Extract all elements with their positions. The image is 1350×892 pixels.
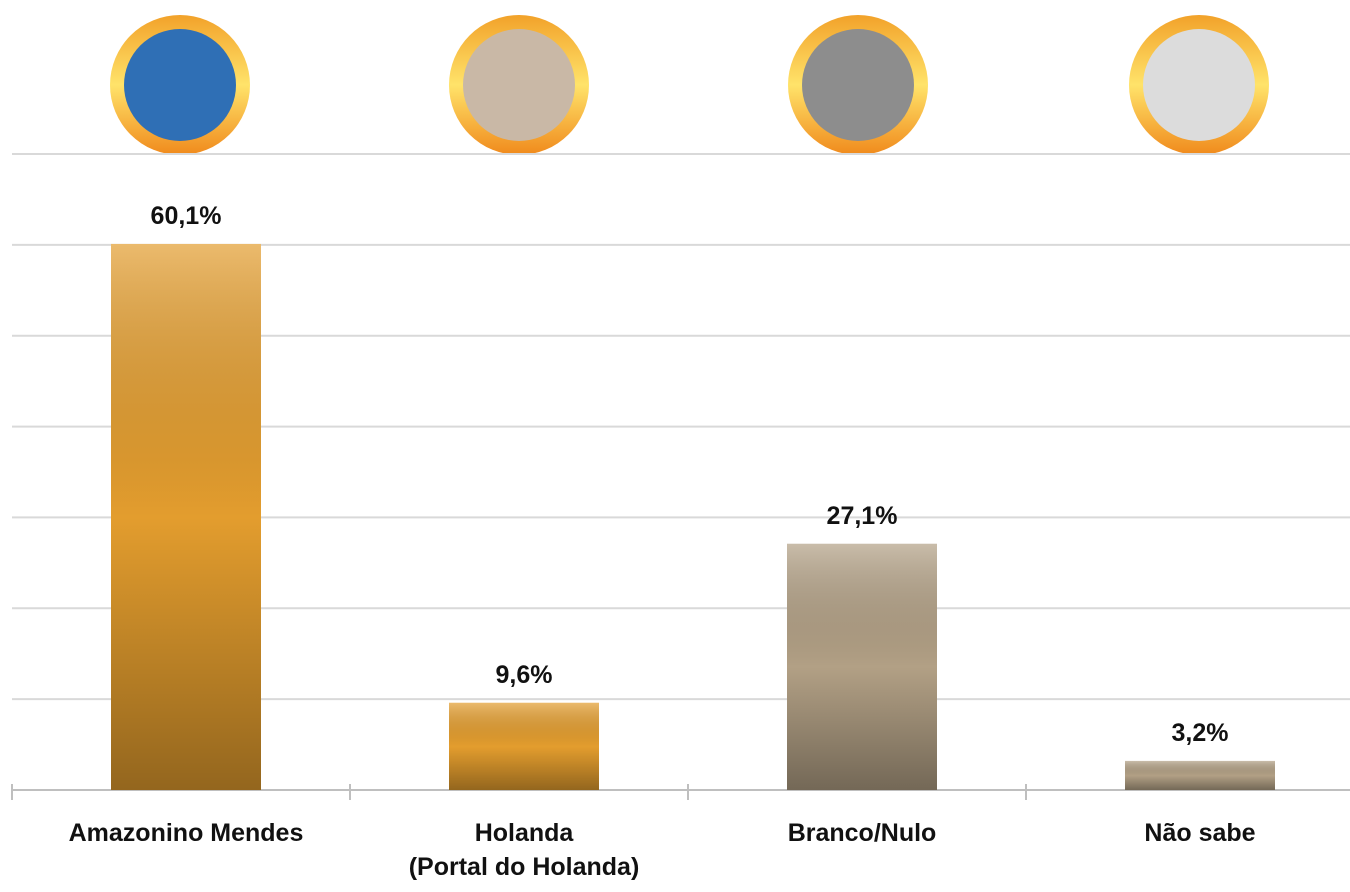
bar-shade	[787, 543, 937, 790]
value-label: 3,2%	[1172, 719, 1229, 747]
x-tick-label: Não sabe	[1144, 819, 1256, 847]
bar-shade	[1125, 760, 1275, 790]
icon-photo	[124, 29, 236, 141]
x-tick-label: Amazonino Mendes	[68, 819, 304, 847]
icon-photo	[463, 29, 575, 141]
value-label: 60,1%	[151, 202, 222, 230]
value-label: 27,1%	[827, 502, 898, 530]
value-label: 9,6%	[496, 661, 553, 689]
icon-photo	[802, 29, 914, 141]
x-tick-label: Holanda (Portal do Holanda)	[408, 819, 640, 881]
icons	[110, 15, 1269, 155]
x-tick-label: Branco/Nulo	[787, 819, 937, 847]
bar-shade	[449, 702, 599, 790]
icon-photo	[1143, 29, 1255, 141]
bar-shade	[111, 243, 261, 790]
